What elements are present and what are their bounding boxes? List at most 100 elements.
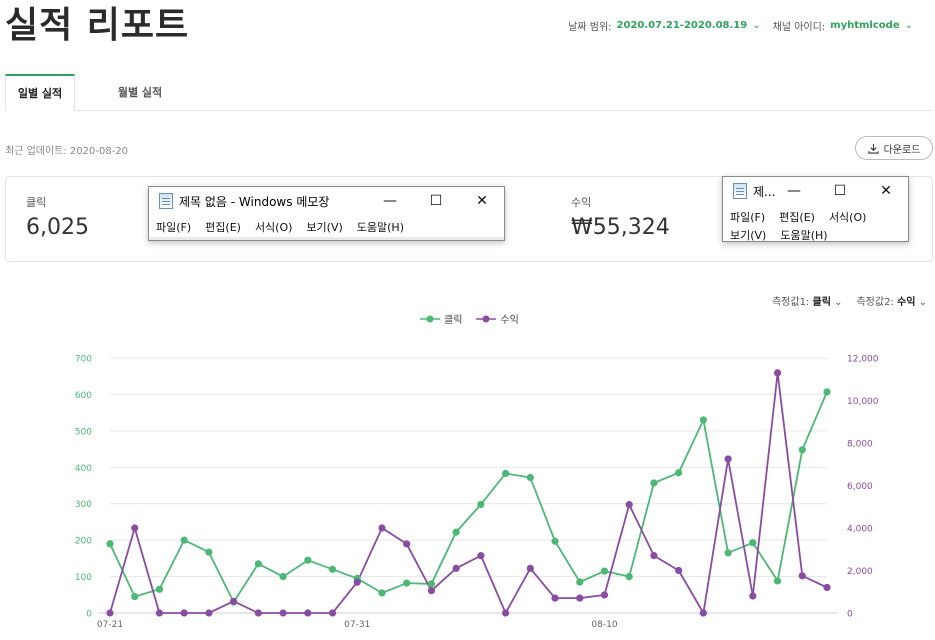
metric1-value[interactable]: 클릭: [812, 297, 831, 308]
notepad-window-small[interactable]: 제... — ☐ ✕ 파일(F) 편집(E) 서식(O) 보기(V) 도움말(H…: [722, 176, 909, 242]
menu-edit[interactable]: 편집(E): [205, 221, 241, 234]
page-title: 실적 리포트: [5, 5, 190, 46]
download-button[interactable]: 다운로드: [855, 136, 933, 160]
revenue-point: [328, 609, 337, 617]
y-right-tick-label: 8,000: [847, 440, 873, 450]
clicks-point: [773, 577, 782, 585]
date-range-filter[interactable]: 날짜 범위: 2020.07.21-2020.08.19 ⌄: [568, 18, 760, 33]
clicks-point: [798, 446, 806, 454]
legend-item-revenue[interactable]: 수익: [476, 311, 519, 326]
date-range-label: 날짜 범위:: [568, 22, 612, 33]
minimize-icon[interactable]: —: [383, 193, 397, 209]
revenue-series-line: [109, 372, 828, 616]
last-update-text: 최근 업데이트: 2020-08-20: [5, 146, 129, 157]
clicks-label: 클릭: [26, 196, 47, 209]
close-icon[interactable]: ✕: [880, 183, 892, 199]
notepad-scrollbar[interactable]: [149, 237, 504, 240]
revenue-point: [600, 591, 609, 599]
revenue-point: [131, 524, 139, 532]
metric2-label: 측정값2:: [856, 297, 894, 308]
clicks-point: [131, 593, 139, 601]
tab-daily[interactable]: 일별 실적: [5, 74, 75, 111]
metric2-selector[interactable]: 측정값2: 수익 ⌄: [856, 293, 927, 308]
menu-file[interactable]: 파일(F): [730, 211, 766, 224]
y-right-tick-label: 4,000: [847, 525, 873, 535]
metric-selectors: 측정값1: 클릭 ⌄ 측정값2: 수익 ⌄: [772, 293, 927, 308]
chevron-down-icon[interactable]: ⌄: [752, 20, 761, 31]
clicks-point: [749, 539, 757, 547]
menu-view[interactable]: 보기(V): [730, 229, 767, 242]
menu-format[interactable]: 서식(O): [828, 211, 867, 224]
channel-filter[interactable]: 채널 아이디: myhtmlcode ⌄: [773, 18, 913, 33]
y-left-tick-label: 100: [75, 573, 92, 583]
y-right-tick-label: 0: [847, 610, 853, 620]
revenue-point: [576, 594, 584, 602]
maximize-icon[interactable]: ☐: [833, 183, 847, 199]
menu-help[interactable]: 도움말(H): [780, 229, 828, 242]
revenue-point: [749, 592, 757, 600]
clicks-point: [452, 528, 460, 536]
y-left-tick-label: 0: [86, 610, 92, 620]
chevron-down-icon[interactable]: ⌄: [904, 20, 913, 31]
clicks-point: [279, 572, 287, 581]
notepad-titlebar[interactable]: 제목 없음 - Windows 메모장: [149, 187, 504, 215]
performance-chart: 0 100 200 300 400 500 600 700 0 2,000 4,000 6,000 8,…: [75, 355, 879, 631]
chevron-down-icon[interactable]: ⌄: [918, 297, 927, 308]
y-left-tick-label: 200: [75, 537, 92, 547]
y-left-tick-label: 600: [75, 391, 92, 401]
close-icon[interactable]: ✕: [476, 193, 488, 209]
channel-label: 채널 아이디:: [772, 22, 826, 33]
notepad-titlebar[interactable]: 제...: [723, 177, 908, 205]
minimize-icon[interactable]: —: [787, 183, 801, 199]
notepad-title: 제목 없음 - Windows 메모장: [179, 194, 330, 209]
y-left-tick-label: 400: [75, 464, 92, 474]
clicks-point: [304, 556, 312, 564]
menu-edit[interactable]: 편집(E): [779, 211, 815, 224]
clicks-point: [205, 548, 213, 556]
tab-bar: 일별 실적 월별 실적: [5, 74, 932, 111]
revenue-point: [254, 609, 262, 617]
notepad-window-main[interactable]: 제목 없음 - Windows 메모장 — ☐ ✕ 파일(F) 편집(E) 서식…: [148, 186, 505, 241]
clicks-point: [551, 537, 559, 545]
maximize-icon[interactable]: ☐: [429, 193, 443, 209]
chart-legend: 클릭 수익: [420, 311, 519, 326]
legend-clicks-marker: [420, 315, 440, 322]
clicks-point: [378, 589, 386, 597]
clicks-series-line: [109, 391, 828, 604]
y-left-tick-label: 700: [75, 355, 92, 365]
metric2-value[interactable]: 수익: [897, 297, 916, 308]
revenue-point: [526, 564, 534, 572]
notepad-icon: [733, 183, 747, 199]
revenue-label: 수익: [571, 196, 592, 209]
revenue-point: [106, 609, 114, 617]
revenue-point: [650, 552, 658, 560]
revenue-point: [551, 594, 559, 602]
menu-help[interactable]: 도움말(H): [356, 221, 404, 234]
revenue-point: [501, 609, 510, 617]
revenue-point: [675, 566, 683, 575]
revenue-point: [773, 369, 782, 377]
tab-monthly[interactable]: 월별 실적: [117, 86, 163, 99]
clicks-point: [254, 560, 262, 568]
clicks-point: [823, 388, 831, 396]
menu-format[interactable]: 서식(O): [254, 221, 293, 234]
clicks-value: 6,025: [26, 215, 89, 240]
chevron-down-icon[interactable]: ⌄: [834, 297, 843, 308]
legend-item-clicks[interactable]: 클릭: [420, 311, 462, 326]
date-range-value[interactable]: 2020.07.21-2020.08.19: [616, 20, 748, 31]
revenue-point: [452, 564, 460, 572]
revenue-point: [798, 572, 806, 580]
menu-view[interactable]: 보기(V): [306, 221, 343, 234]
channel-value[interactable]: myhtmlcode: [830, 20, 900, 31]
revenue-point: [724, 455, 732, 463]
y-right-tick-label: 2,000: [847, 567, 873, 577]
y-right-tick-label: 6,000: [847, 482, 873, 492]
revenue-point: [427, 587, 436, 595]
y-right-tick-label: 10,000: [847, 397, 879, 407]
metric1-selector[interactable]: 측정값1: 클릭 ⌄: [772, 293, 843, 308]
menu-file[interactable]: 파일(F): [156, 221, 192, 234]
clicks-point: [106, 540, 114, 548]
revenue-point: [403, 540, 411, 548]
clicks-point: [600, 567, 609, 575]
clicks-point: [477, 500, 485, 509]
